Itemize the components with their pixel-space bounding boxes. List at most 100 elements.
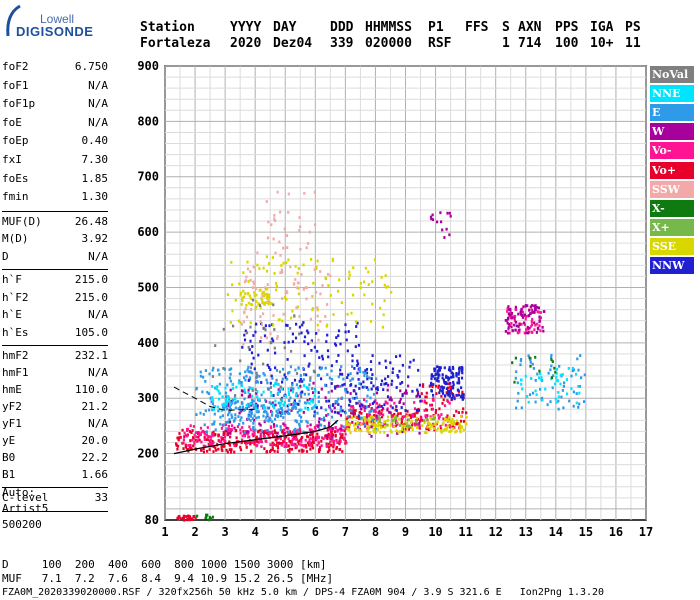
echo-point-nne [312,400,315,404]
echo-point-vo [324,434,327,438]
echo-point-vo [212,450,215,453]
echo-point-ssw [296,281,300,285]
echo-point-e [534,379,537,382]
echo-point-e [329,408,333,412]
echo-point-e [320,423,323,427]
echo-point-nne [216,385,219,388]
echo-point-sse [368,431,372,434]
echo-point-nnw [370,381,373,385]
echo-point-noval [272,303,275,307]
echo-point-e [291,407,294,411]
echo-point-nnw [272,394,275,397]
echo-point-nnw [317,391,320,394]
echo-point-vo [295,434,298,438]
echo-point-nne [276,382,279,386]
echo-point-vo [373,408,376,412]
echo-point-vo [273,449,276,453]
echo-point-vo [321,436,324,440]
echo-point-nnw [247,379,250,382]
echo-point-vo [423,409,426,412]
echo-point-vo [374,399,377,402]
echo-point-e [366,375,369,378]
echo-point-w [510,325,513,329]
echo-point-nnw [339,368,342,372]
echo-point-sse [444,417,447,421]
echo-point-nnw [269,368,272,371]
echo-point-nnw [449,389,452,392]
echo-point-e [206,390,209,394]
echo-point-vo [276,445,279,448]
echo-point-vo [403,415,406,418]
echo-point-sse [353,423,356,427]
echo-point-vo [184,445,187,449]
echo-point-e [319,367,322,371]
echo-point-vo [271,443,274,447]
echo-point-vo [330,432,333,435]
echo-point-w [360,407,363,411]
echo-point-vo [429,415,432,419]
param-name: foF1 [2,78,29,92]
echo-point-vo [400,421,403,425]
echo-point-nnw [354,345,357,349]
echo-point-vo [271,448,274,451]
echo-point-nnw [337,329,341,333]
echo-point-vo [350,405,353,408]
echo-point-noval [270,340,273,344]
echo-point-vo [176,444,180,448]
echo-point-nnw [384,377,387,381]
echo-point-e [279,428,282,432]
echo-point-e [214,428,217,432]
echo-point-e [529,360,532,364]
echo-point-ssw [262,312,265,316]
echo-point-e [211,408,214,412]
echo-point-vo [269,425,272,429]
echo-point-sse [448,416,451,420]
echo-point-e [292,387,295,391]
echo-point-sse [383,431,386,434]
echo-point-vo [223,445,226,448]
echo-point-e [297,366,300,370]
echo-point-vo [275,443,278,447]
echo-point-vo [202,444,205,448]
echo-point-nne [281,387,284,391]
echo-point-nnw [254,330,257,334]
echo-point-vo [526,327,529,331]
echo-point-sse [362,416,365,420]
echo-point-w [405,389,408,393]
echo-point-e [369,409,373,413]
echo-point-ssw [315,290,318,294]
echo-point-e [224,395,228,398]
echo-point-x [378,420,381,423]
echo-point-sse [399,430,402,433]
echo-point-e [291,383,294,387]
echo-point-nnw [271,337,274,341]
echo-point-vo [294,442,297,446]
echo-point-w [253,418,256,422]
echo-point-vo [194,438,197,442]
file-info-footer: FZA0M_2020339020000.RSF / 320fx256h 50 k… [2,587,605,598]
echo-point-w [240,393,244,397]
echo-point-vo [178,432,181,435]
echo-point-ssw [281,297,284,300]
echo-point-e [226,383,229,387]
echo-point-nne [237,381,240,385]
legend-item-nnw: NNW [650,257,694,274]
echo-point-nne [256,395,259,398]
echo-point-nnw [346,390,349,394]
auto-scaling-line-1: Artist5 [2,502,49,515]
echo-point-vo [276,436,279,440]
echo-point-ssw [276,335,279,338]
echo-point-nnw [448,366,451,369]
echo-point-e [256,410,259,414]
echo-point-nnw [250,408,253,412]
echo-point-vo [332,445,335,449]
echo-point-nnw [356,321,359,325]
echo-point-vo [298,439,301,442]
echo-point-nnw [372,384,375,388]
echo-point-sse [429,416,432,420]
echo-point-nnw [355,401,358,405]
echo-point-e [271,377,274,380]
echo-point-e [516,399,519,403]
echo-point-nnw [334,343,338,347]
echo-point-ssw [249,278,252,282]
